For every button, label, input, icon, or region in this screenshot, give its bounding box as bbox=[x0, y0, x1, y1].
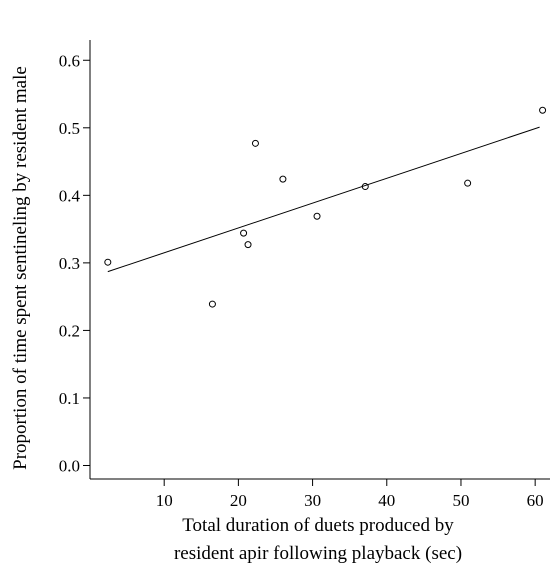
data-point bbox=[313, 212, 321, 220]
x-tick-label: 50 bbox=[452, 491, 469, 510]
x-tick-label: 20 bbox=[230, 491, 247, 510]
data-point bbox=[464, 179, 472, 187]
data-point bbox=[539, 106, 547, 114]
y-tick-label: 0.5 bbox=[59, 119, 80, 138]
data-point bbox=[251, 139, 259, 147]
y-axis-ticks: 0.0 0.1 0.2 0.3 0.4 0.5 0.6 bbox=[59, 51, 90, 475]
y-tick-label: 0.6 bbox=[59, 51, 80, 70]
x-tick-label: 60 bbox=[527, 491, 544, 510]
data-point bbox=[279, 175, 287, 183]
data-point bbox=[104, 258, 112, 266]
data-point bbox=[244, 241, 252, 249]
y-tick-label: 0.0 bbox=[59, 456, 80, 475]
data-point bbox=[361, 183, 369, 191]
y-tick-label: 0.1 bbox=[59, 389, 80, 408]
x-axis-title-line-2: resident apir following playback (sec) bbox=[174, 543, 462, 564]
y-axis-title: Proportion of time spent sentineling by … bbox=[10, 66, 31, 470]
y-tick-label: 0.2 bbox=[59, 321, 80, 340]
y-tick-label: 0.4 bbox=[59, 186, 81, 205]
x-tick-label: 10 bbox=[156, 491, 173, 510]
x-axis-title-line-1: Total duration of duets produced by bbox=[182, 515, 454, 536]
y-tick-label: 0.3 bbox=[59, 254, 80, 273]
data-points bbox=[104, 106, 547, 308]
data-point bbox=[240, 229, 248, 237]
x-axis-ticks: 10 20 30 40 50 60 bbox=[156, 479, 544, 510]
x-tick-label: 30 bbox=[304, 491, 321, 510]
regression-line bbox=[107, 126, 540, 273]
x-tick-label: 40 bbox=[378, 491, 395, 510]
data-point bbox=[208, 300, 216, 308]
